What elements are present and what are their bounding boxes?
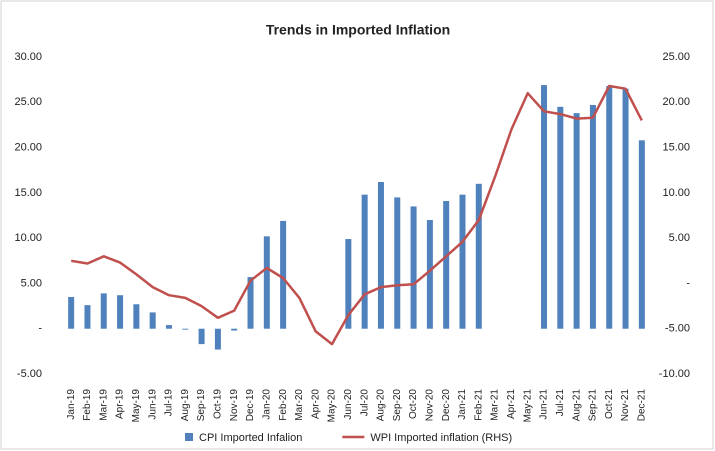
x-tick-label: Feb-19 [82,389,93,421]
legend-swatch [185,433,193,441]
x-tick-label: Apr-19 [115,389,126,419]
x-tick-label: Dec-21 [636,389,647,422]
y-tick-label: 15.00 [14,187,42,199]
y2-tick-label: -5.00 [665,323,690,335]
x-tick-label: Aug-19 [180,389,191,422]
x-tick-label: Aug-21 [571,389,582,422]
x-tick-label: Mar-20 [294,389,305,421]
y-tick-label: 20.00 [14,141,42,153]
bar [165,325,172,329]
x-tick-label: Nov-21 [620,389,631,422]
x-tick-label: Jun-21 [539,389,550,420]
y-tick-label: 5.00 [21,277,42,289]
x-tick-label: May-20 [327,389,338,423]
bar [573,113,580,329]
line [70,84,643,346]
x-tick-label: Feb-21 [473,389,484,421]
y-tick-label: -5.00 [17,368,42,380]
bar [426,220,433,329]
x-tick-label: Oct-19 [213,389,224,419]
x-tick-label: Jan-19 [66,389,77,420]
x-tick-label: Apr-21 [506,389,517,419]
x-tick-label: May-19 [131,389,142,423]
legend-label: CPI Imported Infalion [199,432,302,444]
x-tick-label: Sep-19 [196,389,207,422]
bar [475,183,482,329]
bar [84,305,91,329]
x-tick-label: Nov-20 [425,389,436,422]
bar [182,328,189,330]
y-tick-label: 30.00 [14,51,42,63]
x-tick-label: Jun-19 [147,389,158,420]
x-tick-label: May-21 [522,389,533,423]
bar [541,85,548,329]
bar [280,220,287,329]
bar [459,194,466,329]
x-tick-label: Oct-21 [604,389,615,419]
x-tick-label: Jul-20 [359,389,370,417]
x-tick-label: Aug-20 [376,389,387,422]
x-tick-label: Jul-19 [164,389,175,417]
x-tick-label: Feb-20 [278,389,289,421]
x-tick-label: Sep-20 [392,389,403,422]
y2-tick-label: 5.00 [669,232,690,244]
bar [68,297,75,329]
x-tick-label: Jul-21 [555,389,566,417]
y2-tick-label: 10.00 [662,187,690,199]
y-tick-label: 25.00 [14,96,42,108]
x-tick-label: Nov-19 [229,389,240,422]
y2-tick-label: - [686,277,690,289]
bar [100,293,107,329]
y2-tick-label: -10.00 [659,368,690,380]
bar [231,328,238,331]
bar [377,181,384,329]
x-tick-label: Oct-20 [408,389,419,419]
x-tick-label: Sep-21 [588,389,599,422]
bar [247,277,254,329]
bar [149,312,156,329]
bar [361,194,368,329]
bar [394,197,401,329]
bar [198,328,205,345]
bar [638,140,645,329]
bar [606,85,613,329]
y2-tick-label: 15.00 [662,141,690,153]
bar [117,295,124,329]
legend-label: WPI Imported inflation (RHS) [370,432,512,444]
x-tick-label: Dec-19 [245,389,256,422]
x-tick-label: Jan-20 [261,389,272,420]
bar [214,328,221,350]
x-tick-label: Jun-20 [343,389,354,420]
x-tick-label: Apr-20 [310,389,321,419]
bar [345,239,352,329]
chart-title: Trends in Imported Inflation [266,22,450,38]
bar [622,88,629,329]
bar [263,236,270,329]
x-tick-label: Mar-21 [490,389,501,421]
y2-tick-label: 20.00 [662,96,690,108]
x-tick-label: Mar-19 [98,389,109,421]
y2-tick-label: 25.00 [662,51,690,63]
x-tick-label: Dec-20 [441,389,452,422]
y-tick-label: 10.00 [14,232,42,244]
bar [589,105,596,329]
bar [410,206,417,329]
bar [557,106,564,329]
bar [133,304,140,329]
x-tick-label: Jan-21 [457,389,468,420]
bar [443,201,450,329]
y-tick-label: - [38,323,42,335]
